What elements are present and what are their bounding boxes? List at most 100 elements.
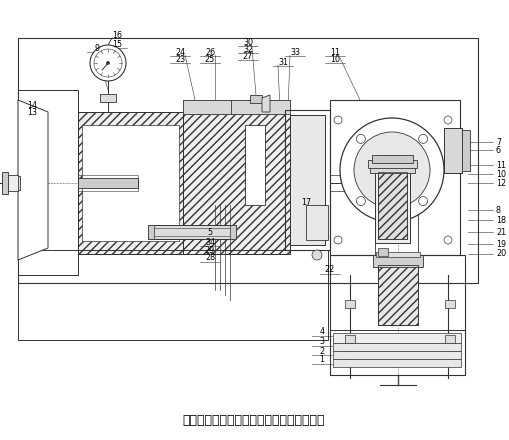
Text: 28: 28 <box>205 253 215 263</box>
Bar <box>78 178 138 188</box>
Bar <box>444 128 462 173</box>
Text: 4: 4 <box>320 327 325 337</box>
Bar <box>378 172 407 239</box>
Circle shape <box>418 134 428 143</box>
Text: 13: 13 <box>27 107 37 117</box>
Bar <box>306 205 328 240</box>
Bar <box>378 172 407 239</box>
Bar <box>2 176 20 190</box>
Bar <box>368 160 417 168</box>
Text: 29: 29 <box>205 246 215 254</box>
Bar <box>183 100 231 114</box>
Circle shape <box>90 45 126 81</box>
Bar <box>18 250 328 340</box>
Circle shape <box>312 250 322 260</box>
Text: 14: 14 <box>27 100 37 110</box>
Text: 2: 2 <box>320 347 325 356</box>
Circle shape <box>356 197 365 205</box>
Circle shape <box>444 116 452 124</box>
Text: 20: 20 <box>496 249 506 258</box>
Bar <box>345 300 355 308</box>
Bar <box>100 94 116 102</box>
Bar <box>290 115 325 245</box>
Bar <box>370 165 415 173</box>
Bar <box>148 225 236 239</box>
Text: 22: 22 <box>325 265 335 275</box>
Text: 1: 1 <box>320 356 325 364</box>
Bar <box>18 38 478 283</box>
Bar <box>183 100 290 114</box>
Text: 32: 32 <box>243 44 253 54</box>
Bar <box>333 351 461 359</box>
Text: 图为燃气表电机阀气密性检测装置的俯视图: 图为燃气表电机阀气密性检测装置的俯视图 <box>183 414 325 426</box>
Bar <box>183 112 290 254</box>
Bar <box>285 110 330 250</box>
Bar <box>372 155 413 163</box>
Text: 25: 25 <box>205 55 215 63</box>
Text: 23: 23 <box>175 55 185 63</box>
Bar <box>330 255 465 375</box>
Bar <box>378 265 418 325</box>
Bar <box>78 112 183 254</box>
Text: 17: 17 <box>301 198 311 206</box>
Text: 7: 7 <box>496 137 501 147</box>
Text: 11: 11 <box>330 48 340 56</box>
Circle shape <box>378 156 406 184</box>
Text: 27: 27 <box>243 51 253 61</box>
Polygon shape <box>18 100 48 260</box>
Text: 3: 3 <box>320 337 325 347</box>
Text: 19: 19 <box>496 239 506 249</box>
Text: 33: 33 <box>290 48 300 56</box>
Bar <box>18 90 78 275</box>
Text: 21: 21 <box>496 227 506 237</box>
Bar <box>345 335 355 343</box>
Text: 30: 30 <box>243 37 253 47</box>
Text: 10: 10 <box>496 169 506 179</box>
Text: 11: 11 <box>496 161 506 169</box>
Bar <box>445 300 455 308</box>
Bar <box>378 265 418 325</box>
Bar <box>330 100 460 255</box>
Text: 34: 34 <box>205 238 215 246</box>
Circle shape <box>334 116 342 124</box>
Text: 24: 24 <box>175 48 185 56</box>
Text: 26: 26 <box>205 48 215 56</box>
Text: 31: 31 <box>278 58 288 66</box>
Bar <box>333 333 461 343</box>
Bar <box>2 172 8 194</box>
Bar <box>78 112 183 254</box>
Circle shape <box>340 118 444 222</box>
Bar <box>445 335 455 343</box>
Circle shape <box>354 132 430 208</box>
Bar <box>78 175 138 191</box>
Text: 12: 12 <box>496 179 506 187</box>
Text: 5: 5 <box>208 227 213 237</box>
Bar <box>245 125 265 205</box>
Circle shape <box>444 236 452 244</box>
Bar <box>231 100 290 114</box>
Bar <box>462 130 470 171</box>
Circle shape <box>94 49 122 77</box>
Polygon shape <box>262 95 270 112</box>
Text: 15: 15 <box>112 40 122 48</box>
Circle shape <box>106 62 109 65</box>
Bar <box>333 359 461 367</box>
Bar <box>82 125 179 241</box>
Text: 18: 18 <box>496 216 506 224</box>
Circle shape <box>418 197 428 205</box>
Bar <box>148 225 154 239</box>
Circle shape <box>334 236 342 244</box>
Bar <box>330 330 465 375</box>
Text: 10: 10 <box>330 55 340 63</box>
Bar <box>333 343 461 351</box>
Bar <box>378 248 388 256</box>
Bar <box>183 112 290 254</box>
Circle shape <box>356 134 365 143</box>
Bar <box>376 252 420 257</box>
Bar <box>373 255 423 267</box>
Text: 9: 9 <box>95 44 100 52</box>
Text: 16: 16 <box>112 30 122 40</box>
Text: 6: 6 <box>496 146 501 154</box>
Bar <box>8 175 18 191</box>
Bar <box>152 228 232 236</box>
